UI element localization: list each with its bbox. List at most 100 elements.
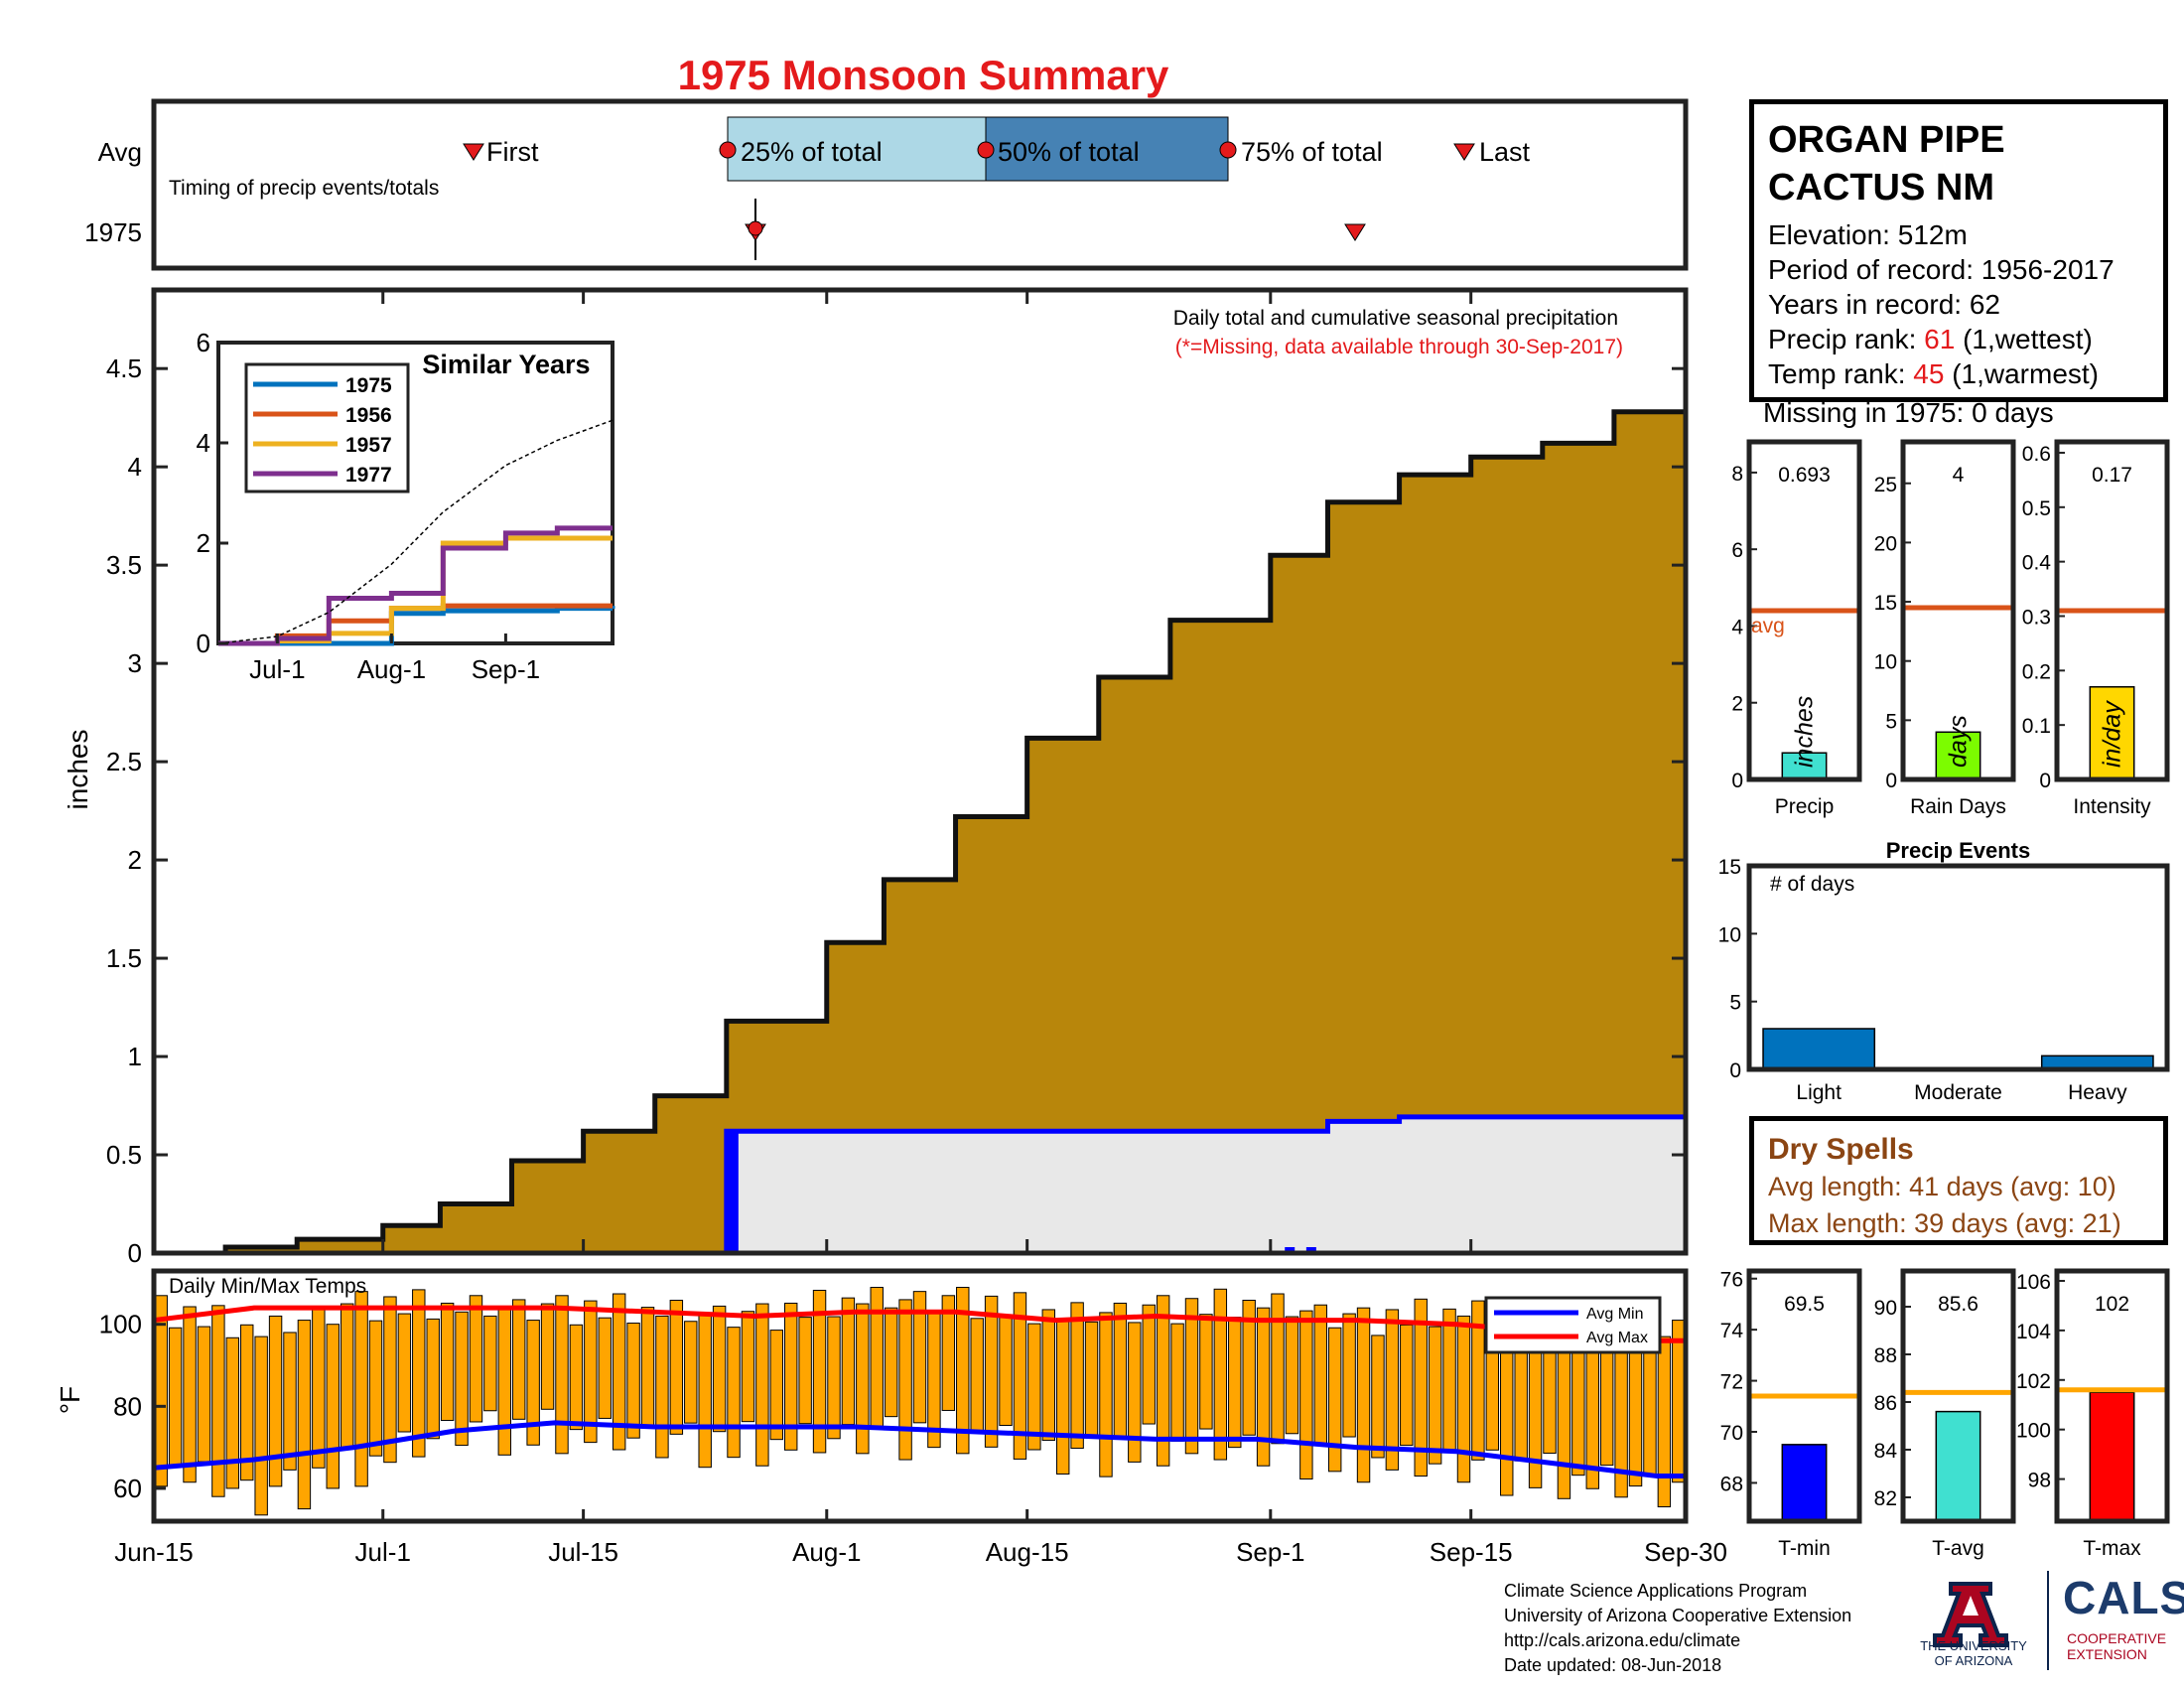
timing-q75-label: 75% of total [1241,137,1383,167]
inset-xtick-label: Sep-1 [472,654,540,684]
cals-logo: CALS [2063,1572,2184,1623]
timing-first-label: First [486,137,539,167]
tmin-ytick-label: 70 [1720,1422,1743,1445]
dry-spells-title: Dry Spells [1768,1133,1914,1166]
daily-temp-bar [655,1315,669,1459]
tavg-ytick-label: 84 [1874,1440,1898,1463]
daily-temp-bar [584,1300,598,1444]
temps-xtick-label: Aug-15 [986,1537,1069,1567]
tmax-value: 102 [2095,1293,2129,1316]
intensity-bar [2089,686,2135,780]
raindays-unit: days [1945,715,1973,768]
tavg-frame [1900,1268,2016,1524]
daily-temp-bar [1400,1324,1414,1447]
dry-spells-avg: Avg length: 41 days (avg: 10) [1768,1172,2116,1201]
precip-events-title: Precip Events [1886,838,2031,863]
temps-xtick-label: Sep-30 [1644,1537,1727,1567]
daily-temp-bar [326,1324,340,1489]
daily-temp-bar [984,1295,999,1448]
intensity-ytick-label: 0.6 [2022,443,2051,466]
inset-series-line [218,525,613,646]
inset-avg-line [217,419,614,644]
daily-temp-bar [168,1327,183,1467]
tmax-ytick-label: 102 [2016,1370,2051,1393]
dry-spells-box: Dry Spells Avg length: 41 days (avg: 10)… [1749,1116,2168,1245]
tmin-ytick-label: 68 [1720,1473,1743,1495]
inset-legend-label: 1957 [345,434,392,457]
daily-temp-bar [1228,1317,1242,1449]
station-elevation: Elevation: 512m [1768,219,1968,250]
temp-rank-note: (1,warmest) [1944,358,2100,389]
cals-sub-line-1: COOPERATIVE [2067,1630,2167,1646]
station-name-1: ORGAN PIPE [1768,119,2005,161]
intensity-ytick-label: 0.1 [2022,715,2051,738]
timing-q25-label: 25% of total [741,137,883,167]
daily-temp-bar [211,1305,225,1497]
precip-bar [1781,752,1828,780]
raindays-label: Rain Days [1910,795,2006,818]
dry-spells-max: Max length: 39 days (avg: 21) [1768,1208,2121,1238]
tmin-bar [1781,1444,1828,1522]
raindays-ytick-label: 20 [1874,532,1897,555]
timing-q50-q75-box [985,116,1229,182]
inset-ytick-label: 6 [197,328,210,357]
tmax-ytick-label: 98 [2028,1470,2051,1492]
precip-events-ytick-label: 10 [1718,923,1741,946]
daily-temp-bar [1070,1302,1084,1450]
ua-logo-line-1: THE UNIVERSITY [1920,1638,2027,1653]
university-of-arizona-logo [1933,1582,2008,1647]
ua-logo-text: THE UNIVERSITY OF ARIZONA [1914,1638,2033,1668]
daily-temp-bar [741,1311,755,1423]
figure-title: 1975 Monsoon Summary [678,52,1169,98]
daily-temp-bar [1672,1320,1686,1483]
daily-temp-bar [970,1318,984,1433]
credits-line-2: University of Arizona Cooperative Extens… [1504,1606,1852,1625]
daily-temp-bar [483,1315,497,1412]
precip-unit: inches [1791,696,1819,768]
daily-temp-bar [1113,1302,1128,1440]
inset-xtick-label: Jul-1 [249,654,305,684]
year-last-marker [1344,223,1366,241]
main-ytick-label: 3 [128,648,142,678]
daily-temp-bar [1299,1310,1313,1480]
station-period: Period of record: 1956-2017 [1768,254,2115,285]
intensity-value: 0.17 [2092,464,2132,487]
daily-temp-bar [340,1303,354,1449]
inset-ytick-label: 2 [197,528,210,558]
inset-legend-label: 1975 [345,374,392,397]
daily-temp-bar [1428,1326,1442,1465]
daily-temp-bar [1371,1335,1385,1459]
inset-legend-label: 1956 [345,404,392,427]
daily-temp-bar [1142,1304,1156,1425]
cals-logo-sub: COOPERATIVE EXTENSION [2067,1630,2166,1662]
precip-events-ytick-label: 0 [1729,1059,1741,1082]
daily-temp-bar [612,1293,626,1451]
temps-xtick-label: Jun-15 [114,1537,194,1567]
daily-temp-bar [1099,1312,1113,1477]
daily-temp-bar [769,1330,784,1441]
temps-xtick-label: Sep-15 [1430,1537,1513,1567]
cumulative-precip-panel: 0 0.5 1 1.5 2 2.5 3 3.5 4 4.5 [106,287,1689,1268]
daily-temp-bar [1128,1322,1142,1463]
tavg-ytick-label: 90 [1874,1297,1897,1320]
inset-ytick-label: 0 [197,629,210,658]
tmin-ytick-label: 74 [1720,1320,1744,1342]
main-ytick-label: 0 [128,1238,142,1268]
daily-temp-bar [1414,1298,1428,1477]
temps-ylabel: °F [55,1386,85,1414]
daily-temp-bar [440,1302,455,1421]
daily-temp-bar [1041,1309,1055,1442]
precip-avg-label: avg [1751,615,1785,637]
daily-temp-bar [912,1291,927,1424]
daily-temp-bar [283,1332,297,1471]
main-ytick-label: 3.5 [106,550,142,580]
precip-events-category: Heavy [2068,1081,2127,1104]
daily-temp-bar [555,1295,569,1455]
tmax-ytick-label: 106 [2016,1271,2051,1294]
tmin-label: T-min [1778,1537,1831,1560]
daily-temp-bar [1013,1292,1027,1460]
daily-temp-bar [1242,1300,1256,1436]
avg-cumulative-area [154,378,1689,1256]
q25-marker [719,141,737,159]
